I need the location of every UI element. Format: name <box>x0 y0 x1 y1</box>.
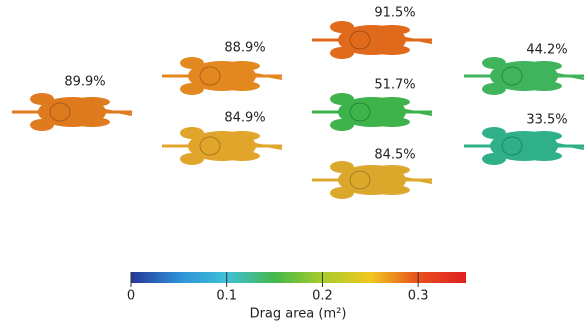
helmet <box>200 137 220 155</box>
helmet <box>502 67 522 85</box>
drag-percent: 84.5% <box>374 148 415 163</box>
cyclist <box>312 21 432 59</box>
leg <box>482 153 506 165</box>
drag-percent: 89.9% <box>64 75 105 90</box>
tick-label: 0.2 <box>312 289 333 304</box>
drag-percent: 84.9% <box>224 111 265 126</box>
cyclist <box>464 127 584 165</box>
arm <box>526 61 562 71</box>
helmet <box>350 31 370 49</box>
arm <box>374 25 410 35</box>
arm <box>224 81 260 91</box>
helmet <box>350 171 370 189</box>
arm <box>374 165 410 175</box>
leg <box>180 57 204 69</box>
cyclist <box>312 161 432 199</box>
drag-percent: 88.9% <box>224 41 265 56</box>
drag-percent: 44.2% <box>526 43 567 58</box>
arm <box>224 131 260 141</box>
leg <box>482 57 506 69</box>
arm <box>526 151 562 161</box>
arm <box>526 81 562 91</box>
leg <box>330 93 354 105</box>
drag-percent: 91.5% <box>374 6 415 21</box>
cyclist <box>162 57 282 95</box>
arm <box>526 131 562 141</box>
leg <box>180 127 204 139</box>
tick-label: 0.1 <box>216 289 237 304</box>
cyclist <box>12 93 132 131</box>
helmet <box>200 67 220 85</box>
drag-percent: 51.7% <box>374 78 415 93</box>
cyclist <box>464 57 584 95</box>
leg <box>330 187 354 199</box>
leg <box>30 119 54 131</box>
leg <box>180 153 204 165</box>
helmet <box>50 103 70 121</box>
arm <box>374 185 410 195</box>
leg <box>30 93 54 105</box>
leg <box>330 21 354 33</box>
colorbar <box>131 272 466 283</box>
helmet <box>350 103 370 121</box>
tick-label: 0 <box>127 289 135 304</box>
cyclist <box>312 93 432 131</box>
arm <box>74 97 110 107</box>
tick-label: 0.3 <box>408 289 429 304</box>
helmet <box>502 137 522 155</box>
leg <box>482 83 506 95</box>
arm <box>74 117 110 127</box>
colorbar-label: Drag area (m²) <box>250 307 347 322</box>
leg <box>330 47 354 59</box>
arm <box>374 117 410 127</box>
arm <box>224 61 260 71</box>
drag-percent: 33.5% <box>526 113 567 128</box>
leg <box>330 119 354 131</box>
arm <box>374 45 410 55</box>
leg <box>330 161 354 173</box>
figure: Drag area (m²) 89.9% 88.9% 84.9% 91.5% 51.7%… <box>0 0 585 325</box>
leg <box>482 127 506 139</box>
leg <box>180 83 204 95</box>
cyclist <box>162 127 282 165</box>
arm <box>374 97 410 107</box>
arm <box>224 151 260 161</box>
